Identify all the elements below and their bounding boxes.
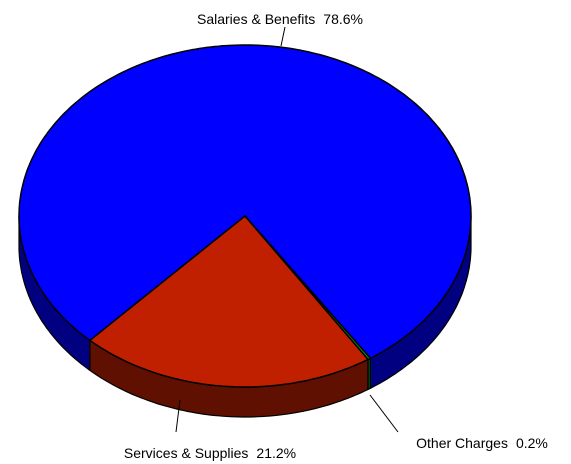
slice-side: [367, 357, 371, 390]
value-label: 0.2%: [516, 435, 548, 451]
slice: [244, 215, 372, 361]
slice: [89, 215, 369, 388]
slice-label: Other Charges 0.2%: [416, 435, 548, 451]
slice: [18, 44, 472, 360]
slice-label: Salaries & Benefits 78.6%: [197, 11, 363, 27]
value-label: 21.2%: [256, 445, 296, 461]
leader-line: [175, 399, 181, 433]
category-label: Services & Supplies: [124, 445, 249, 461]
category-label: Other Charges: [416, 435, 508, 451]
value-label: 78.6%: [323, 11, 363, 27]
slice-label: Services & Supplies 21.2%: [124, 445, 296, 461]
leader-line: [369, 394, 399, 433]
category-label: Salaries & Benefits: [197, 11, 315, 27]
leader-line: [280, 26, 286, 47]
